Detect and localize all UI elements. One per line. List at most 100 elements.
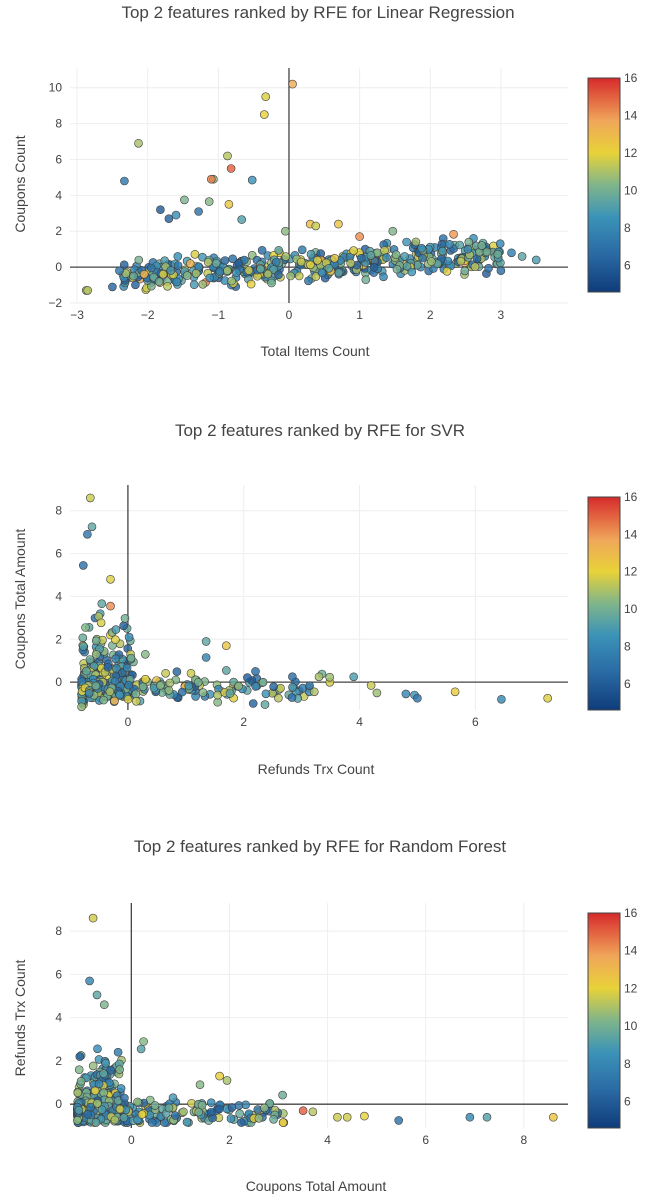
data-point (74, 1105, 84, 1115)
data-point (267, 278, 276, 288)
data-point (164, 1103, 174, 1113)
grid-lines (70, 68, 568, 304)
data-point (223, 266, 232, 275)
data-point (484, 263, 493, 273)
data-point (287, 693, 297, 702)
data-point (110, 1115, 120, 1125)
data-point (85, 976, 94, 986)
data-point (394, 1116, 404, 1125)
data-point (190, 250, 200, 259)
data-point (248, 699, 258, 708)
data-point (172, 667, 182, 677)
data-point (156, 205, 165, 214)
data-point (99, 1088, 108, 1097)
data-point (366, 251, 376, 260)
data-point (73, 1088, 83, 1098)
data-point (205, 273, 215, 283)
colorbar-tick-label: 16 (624, 906, 638, 920)
data-point (100, 1000, 109, 1010)
data-point (334, 268, 344, 278)
data-point (133, 1097, 142, 1107)
data-point (172, 277, 182, 287)
x-tick-label: 0 (286, 308, 293, 322)
y-tick-label: 8 (55, 117, 62, 131)
data-point (288, 79, 297, 89)
data-point (189, 280, 199, 290)
data-point (228, 254, 237, 264)
data-point (247, 175, 257, 185)
data-point (150, 1101, 160, 1110)
data-point (179, 1107, 188, 1117)
x-ticks: 0 2 4 6 (125, 715, 479, 729)
data-point (137, 1110, 147, 1119)
data-point (223, 151, 232, 161)
y-tick-label: 2 (55, 1054, 62, 1068)
data-point (417, 243, 426, 253)
data-point (482, 247, 492, 257)
data-point (88, 913, 98, 923)
y-axis-label: Coupons Count (12, 135, 28, 232)
y-tick-label: 4 (55, 589, 62, 603)
colorbar: 6 8 10 12 14 16 (587, 490, 638, 711)
data-point (234, 681, 243, 691)
colorbar-tick-label: 6 (624, 677, 631, 691)
data-point (222, 1076, 232, 1085)
data-point (271, 257, 281, 267)
data-point (186, 259, 195, 268)
data-point (87, 522, 97, 532)
data-point (269, 1115, 278, 1124)
data-point (215, 1071, 224, 1081)
data-point (254, 1114, 264, 1123)
data-point (186, 668, 196, 678)
data-point (182, 1117, 192, 1127)
data-point (325, 672, 335, 682)
data-point (120, 614, 130, 623)
data-point (460, 266, 470, 276)
data-point (106, 1065, 115, 1075)
y-tick-label: 0 (55, 1097, 62, 1111)
data-point (324, 263, 334, 273)
colorbar-tick-label: 16 (624, 71, 638, 85)
chart-panel-0: Top 2 features ranked by RFE for Linear … (12, 3, 638, 359)
data-point (296, 257, 306, 267)
data-point (463, 244, 473, 254)
data-point (497, 694, 506, 704)
data-point (234, 1101, 244, 1110)
data-point (222, 641, 231, 651)
x-tick-label: 0 (128, 1133, 135, 1147)
y-tick-label: 2 (55, 632, 62, 646)
data-point (224, 200, 234, 209)
data-point (261, 92, 271, 101)
data-point (131, 689, 141, 699)
data-point (93, 1044, 102, 1054)
data-point (496, 266, 506, 276)
data-point (180, 195, 189, 205)
data-point (105, 687, 115, 697)
zero-lines (70, 903, 568, 1128)
chart-title: Top 2 features ranked by RFE for Random … (134, 837, 507, 856)
data-point (215, 1104, 224, 1114)
data-point (213, 697, 222, 707)
chart-panel-2: Top 2 features ranked by RFE for Random … (12, 837, 638, 1194)
data-point (124, 680, 133, 690)
data-point (465, 1112, 475, 1122)
colorbar-tick-label: 12 (624, 981, 638, 995)
grid-lines (70, 485, 568, 710)
data-point (294, 271, 304, 281)
data-point (346, 258, 356, 268)
data-point (450, 687, 460, 697)
data-point (258, 677, 268, 687)
data-point (88, 1061, 98, 1071)
data-point (201, 637, 211, 646)
data-point (235, 1109, 244, 1118)
data-point (380, 246, 389, 255)
data-point (308, 1107, 318, 1117)
data-point (388, 226, 398, 236)
y-tick-label: 6 (55, 547, 62, 561)
data-point (136, 1044, 146, 1054)
data-point (274, 246, 284, 255)
data-point (411, 237, 421, 247)
data-point (207, 174, 216, 184)
data-point (400, 252, 409, 261)
colorbar-tick-label: 8 (624, 639, 631, 653)
